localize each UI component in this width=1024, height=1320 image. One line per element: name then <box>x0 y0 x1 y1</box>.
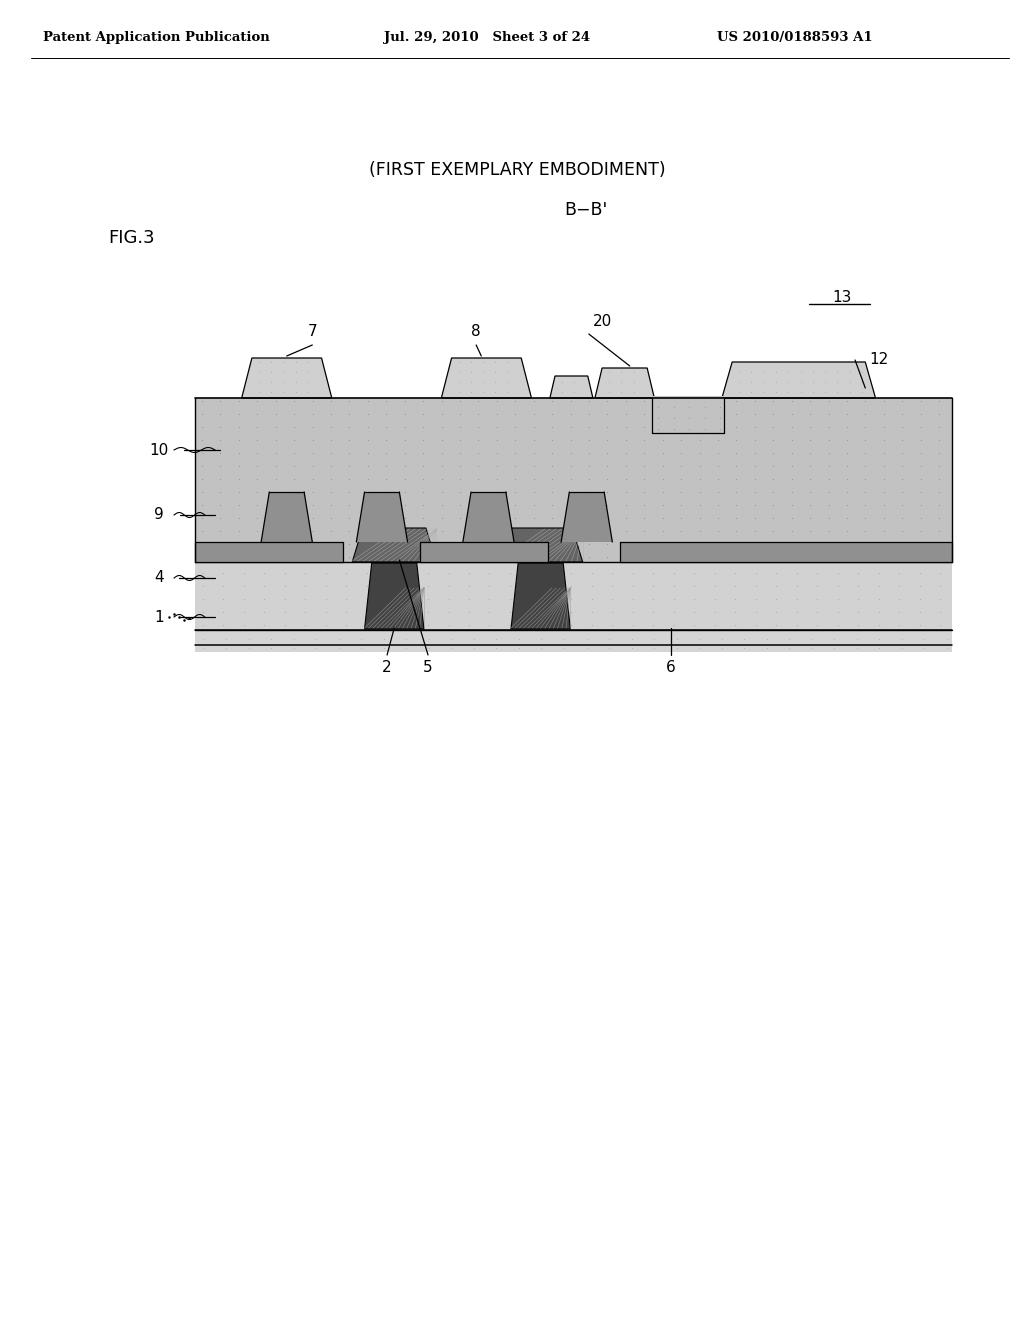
Bar <box>620 543 952 562</box>
Text: FIG.3: FIG.3 <box>108 228 155 247</box>
Text: 4: 4 <box>154 570 164 586</box>
Text: 2: 2 <box>382 660 392 676</box>
Polygon shape <box>242 358 332 399</box>
Bar <box>420 543 548 562</box>
Text: Jul. 29, 2010   Sheet 3 of 24: Jul. 29, 2010 Sheet 3 of 24 <box>384 32 590 45</box>
Text: (FIRST EXEMPLARY EMBODIMENT): (FIRST EXEMPLARY EMBODIMENT) <box>369 161 666 180</box>
Bar <box>195 399 952 562</box>
Text: 13: 13 <box>833 290 851 305</box>
Bar <box>195 630 952 652</box>
Polygon shape <box>550 376 593 399</box>
Polygon shape <box>595 368 654 399</box>
Polygon shape <box>722 362 876 399</box>
Polygon shape <box>499 528 583 562</box>
Text: 1: 1 <box>154 610 164 624</box>
Polygon shape <box>365 564 424 630</box>
Text: 7: 7 <box>307 325 317 339</box>
Polygon shape <box>463 492 514 543</box>
Polygon shape <box>561 492 612 543</box>
Bar <box>652 396 724 433</box>
Bar <box>195 562 952 630</box>
Text: 9: 9 <box>154 507 164 523</box>
Text: 20: 20 <box>593 314 611 330</box>
Polygon shape <box>261 492 312 543</box>
Text: B−B': B−B' <box>564 201 607 219</box>
Text: 6: 6 <box>666 660 676 676</box>
Polygon shape <box>441 358 531 399</box>
Text: Patent Application Publication: Patent Application Publication <box>43 32 269 45</box>
Polygon shape <box>356 492 408 543</box>
Polygon shape <box>352 528 436 562</box>
Text: 8: 8 <box>471 325 481 339</box>
Text: 12: 12 <box>869 352 888 367</box>
Text: US 2010/0188593 A1: US 2010/0188593 A1 <box>717 32 872 45</box>
Text: 10: 10 <box>150 442 168 458</box>
Text: 5: 5 <box>423 660 433 676</box>
Bar <box>195 543 343 562</box>
Polygon shape <box>511 564 570 630</box>
